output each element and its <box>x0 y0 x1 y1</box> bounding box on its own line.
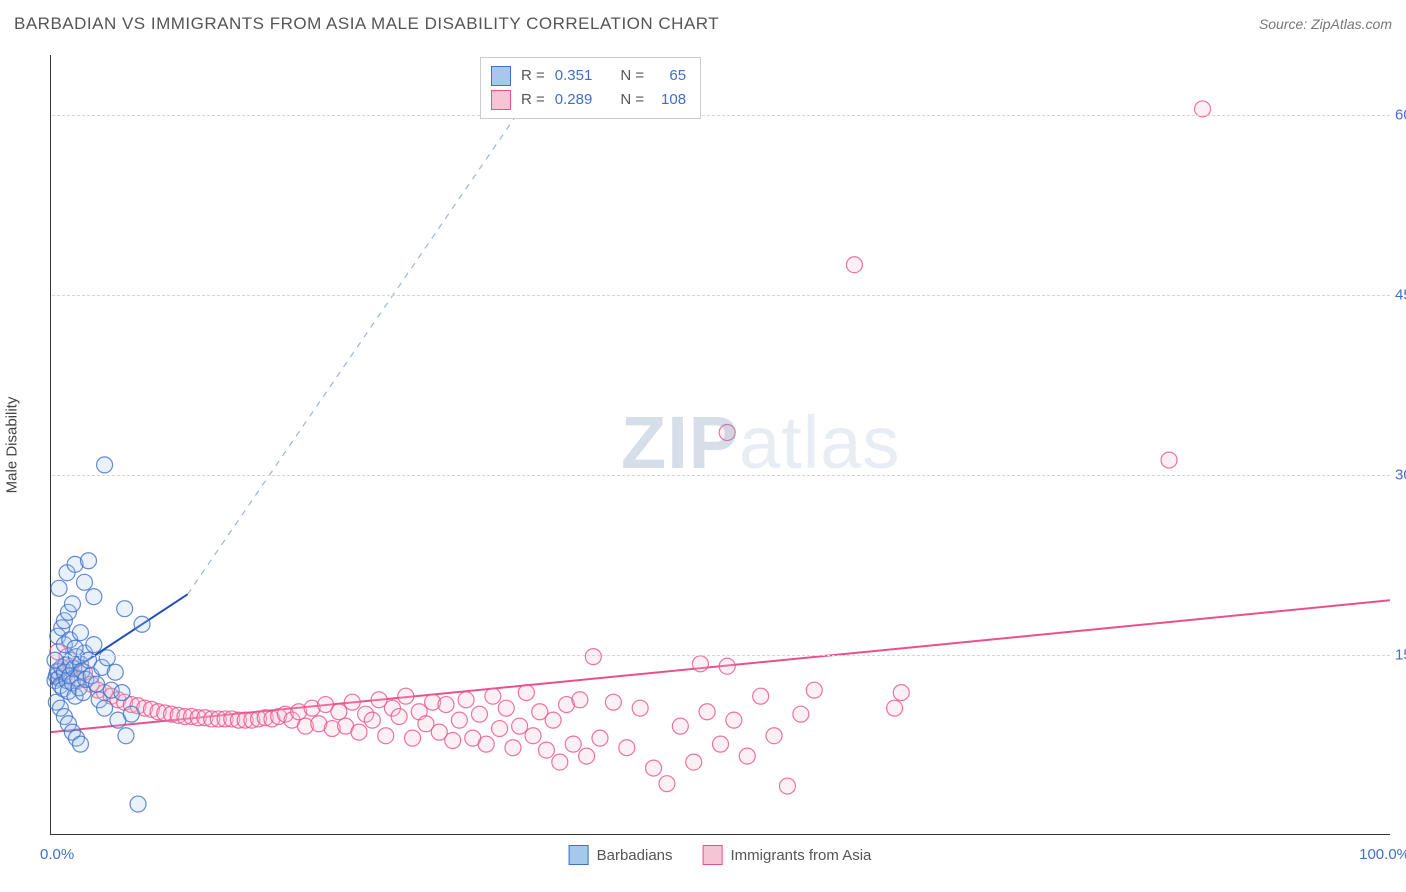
plot-svg <box>51 55 1390 834</box>
y-axis-title: Male Disability <box>4 397 21 494</box>
r-label-2: R = <box>521 88 545 112</box>
stats-row-1: R = 0.351 N = 65 <box>491 64 686 88</box>
series-legend: Barbadians Immigrants from Asia <box>569 845 872 865</box>
swatch-series-1 <box>491 66 511 86</box>
stats-legend: R = 0.351 N = 65 R = 0.289 N = 108 <box>480 57 701 119</box>
x-tick-100: 100.0% <box>1359 846 1406 863</box>
n-label-2: N = <box>620 88 644 112</box>
legend-item-2: Immigrants from Asia <box>703 845 872 865</box>
header: BARBADIAN VS IMMIGRANTS FROM ASIA MALE D… <box>14 14 1392 34</box>
y-tick-label: 45.0% <box>1395 287 1406 304</box>
r-value-2: 0.289 <box>555 88 593 112</box>
chart-container: Male Disability ZIPatlas 15.0%30.0%45.0%… <box>50 55 1390 835</box>
y-tick-label: 30.0% <box>1395 467 1406 484</box>
grid-line <box>52 115 1390 116</box>
r-label-1: R = <box>521 64 545 88</box>
stats-row-2: R = 0.289 N = 108 <box>491 88 686 112</box>
source-label: Source: ZipAtlas.com <box>1259 16 1392 32</box>
n-label-1: N = <box>620 64 644 88</box>
x-tick-0: 0.0% <box>40 846 74 863</box>
r-value-1: 0.351 <box>555 64 593 88</box>
grid-line <box>52 475 1390 476</box>
chart-title: BARBADIAN VS IMMIGRANTS FROM ASIA MALE D… <box>14 14 719 34</box>
n-value-2: 108 <box>654 88 686 112</box>
grid-line <box>52 295 1390 296</box>
plot-area: ZIPatlas 15.0%30.0%45.0%60.0% <box>50 55 1390 835</box>
swatch-series-1b <box>569 845 589 865</box>
series-1-name: Barbadians <box>597 847 673 864</box>
series-2-name: Immigrants from Asia <box>731 847 872 864</box>
n-value-1: 65 <box>654 64 686 88</box>
y-tick-label: 15.0% <box>1395 647 1406 664</box>
grid-line <box>52 655 1390 656</box>
swatch-series-2 <box>491 90 511 110</box>
swatch-series-2b <box>703 845 723 865</box>
y-tick-label: 60.0% <box>1395 107 1406 124</box>
legend-item-1: Barbadians <box>569 845 673 865</box>
